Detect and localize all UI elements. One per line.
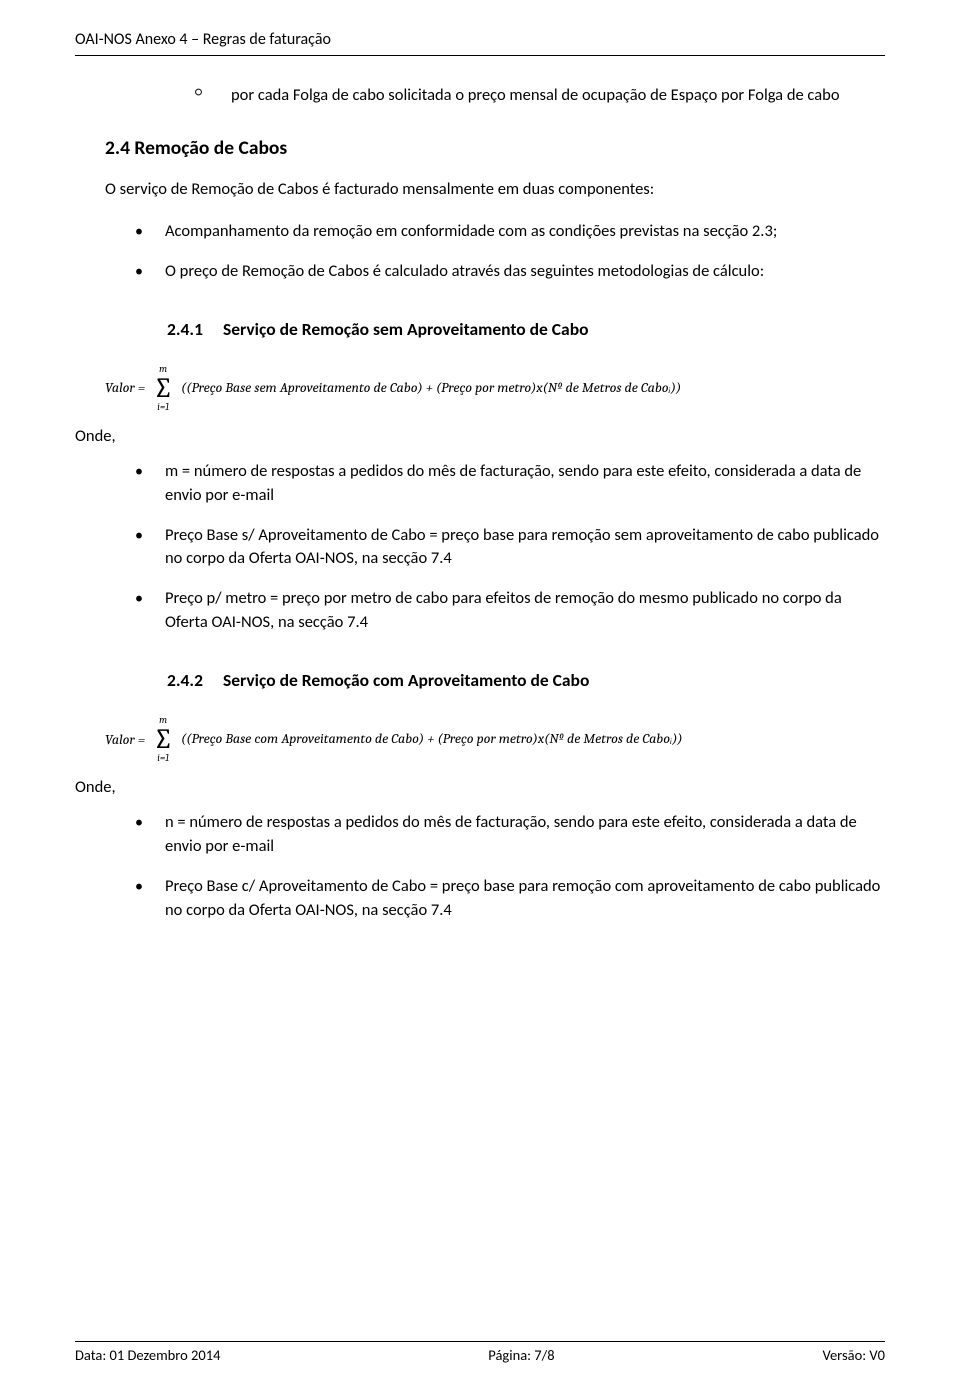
- heading-2-4-1: 2.4.1 Serviço de Remoção sem Aproveitame…: [167, 318, 885, 340]
- sigma-lower: i=1: [157, 753, 169, 763]
- heading-number: 2.4.2: [167, 669, 203, 691]
- intro-sub-bullets: por cada Folga de cabo solicitada o preç…: [195, 84, 885, 108]
- onde-label: Onde,: [75, 426, 885, 446]
- list-item: Acompanhamento da remoção em conformidad…: [135, 220, 885, 244]
- footer-date: Data: 01 Dezembro 2014: [75, 1346, 220, 1364]
- formula-lhs: Valor =: [105, 731, 145, 748]
- formula-lhs: Valor =: [105, 379, 145, 396]
- onde-label: Onde,: [75, 777, 885, 797]
- list-item: O preço de Remoção de Cabos é calculado …: [135, 260, 885, 284]
- formula-2-4-1: Valor = m ∑ i=1 ((Preço Base sem Aprovei…: [105, 364, 885, 412]
- page-footer: Data: 01 Dezembro 2014 Página: 7/8 Versã…: [75, 1341, 885, 1364]
- heading-number: 2.4.1: [167, 318, 203, 340]
- page-header: OAI-NOS Anexo 4 – Regras de faturação: [75, 30, 885, 56]
- paragraph: O serviço de Remoção de Cabos é facturad…: [105, 178, 885, 202]
- heading-text: Serviço de Remoção sem Aproveitamento de…: [223, 318, 589, 340]
- sigma-symbol: m ∑ i=1: [153, 715, 173, 763]
- sigma-glyph: ∑: [153, 374, 173, 402]
- heading-2-4-2: 2.4.2 Serviço de Remoção com Aproveitame…: [167, 669, 885, 691]
- heading-2-4: 2.4 Remoção de Cabos: [105, 136, 885, 160]
- formula-2-4-2: Valor = m ∑ i=1 ((Preço Base com Aprovei…: [105, 715, 885, 763]
- list-item: Preço Base s/ Aproveitamento de Cabo = p…: [135, 524, 885, 572]
- footer-page: Página: 7/8: [488, 1346, 554, 1364]
- bullets-2-4-1: m = número de respostas a pedidos do mês…: [135, 460, 885, 636]
- formula-rhs: ((Preço Base com Aproveitamento de Cabo)…: [181, 730, 683, 748]
- list-item: por cada Folga de cabo solicitada o preç…: [195, 84, 885, 108]
- sigma-symbol: m ∑ i=1: [153, 364, 173, 412]
- bullets-2-4-2: n = número de respostas a pedidos do mês…: [135, 811, 885, 923]
- list-item: Preço Base c/ Aproveitamento de Cabo = p…: [135, 875, 885, 923]
- list-item: n = número de respostas a pedidos do mês…: [135, 811, 885, 859]
- document-page: OAI-NOS Anexo 4 – Regras de faturação po…: [0, 0, 960, 1384]
- sigma-lower: i=1: [157, 402, 169, 412]
- formula-rhs: ((Preço Base sem Aproveitamento de Cabo)…: [181, 379, 681, 397]
- bullets-2-4: Acompanhamento da remoção em conformidad…: [135, 220, 885, 284]
- list-item: m = número de respostas a pedidos do mês…: [135, 460, 885, 508]
- footer-version: Versão: V0: [822, 1346, 885, 1364]
- heading-text: Serviço de Remoção com Aproveitamento de…: [223, 669, 589, 691]
- sigma-glyph: ∑: [153, 725, 173, 753]
- list-item: Preço p/ metro = preço por metro de cabo…: [135, 587, 885, 635]
